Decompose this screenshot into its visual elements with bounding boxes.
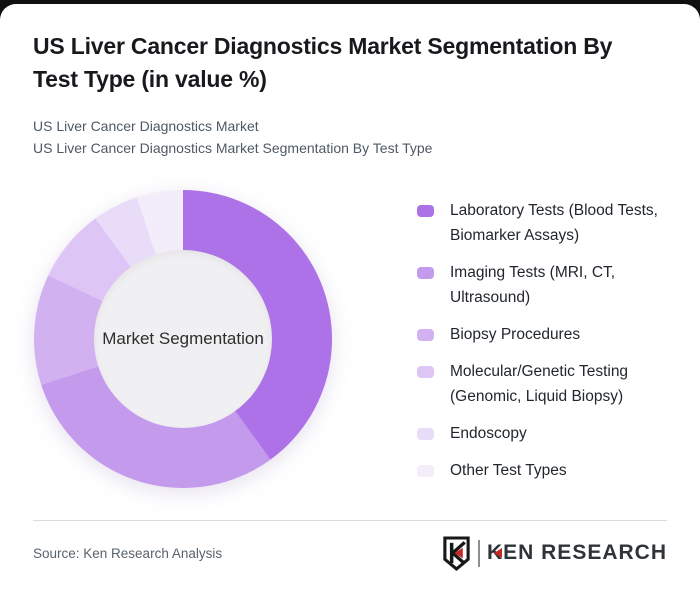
subtitle-line-2: US Liver Cancer Diagnostics Market Segme… bbox=[33, 140, 433, 156]
donut-center-label: Market Segmentation bbox=[102, 329, 264, 348]
footer: Source: Ken Research Analysis KEN RESEAR… bbox=[33, 533, 667, 573]
legend-swatch bbox=[417, 465, 434, 477]
legend-swatch bbox=[417, 329, 434, 341]
donut-wrap: Market Segmentation bbox=[34, 190, 332, 488]
footer-divider bbox=[33, 520, 667, 521]
legend-item: Other Test Types bbox=[417, 458, 667, 483]
legend-swatch bbox=[417, 267, 434, 279]
ken-shield-icon bbox=[443, 535, 470, 571]
chart-subtitle: US Liver Cancer Diagnostics Market US Li… bbox=[33, 115, 667, 159]
logo-divider bbox=[477, 539, 480, 567]
legend-item: Endoscopy bbox=[417, 421, 667, 446]
legend-label: Biopsy Procedures bbox=[450, 326, 581, 343]
title-line-1: US Liver Cancer Diagnostics Market Segme… bbox=[33, 33, 613, 59]
legend-label: Molecular/Genetic Testing (Genomic, Liqu… bbox=[450, 363, 629, 405]
legend-swatch bbox=[417, 428, 434, 440]
source-text: Source: Ken Research Analysis bbox=[33, 545, 223, 561]
title-line-2: Test Type (in value %) bbox=[33, 66, 267, 92]
legend-label: Laboratory Tests (Blood Tests, Biomarker… bbox=[450, 202, 658, 244]
ken-research-logo: KEN RESEARCH bbox=[441, 535, 667, 572]
legend-item: Laboratory Tests (Blood Tests, Biomarker… bbox=[417, 198, 667, 248]
page-title: US Liver Cancer Diagnostics Market Segme… bbox=[33, 30, 667, 96]
logo-text: KEN RESEARCH bbox=[486, 541, 667, 564]
legend-item: Imaging Tests (MRI, CT, Ultrasound) bbox=[417, 260, 667, 310]
donut-hole: Market Segmentation bbox=[94, 250, 272, 428]
legend-swatch bbox=[417, 205, 434, 217]
legend-item: Molecular/Genetic Testing (Genomic, Liqu… bbox=[417, 359, 667, 409]
legend-item: Biopsy Procedures bbox=[417, 322, 667, 347]
legend-label: Endoscopy bbox=[450, 425, 527, 442]
legend: Laboratory Tests (Blood Tests, Biomarker… bbox=[417, 198, 667, 483]
chart-area: Market Segmentation Laboratory Tests (Bl… bbox=[33, 190, 667, 488]
legend-swatch bbox=[417, 366, 434, 378]
subtitle-line-1: US Liver Cancer Diagnostics Market bbox=[33, 118, 259, 134]
legend-label: Imaging Tests (MRI, CT, Ultrasound) bbox=[450, 264, 616, 306]
chart-card: US Liver Cancer Diagnostics Market Segme… bbox=[0, 4, 700, 605]
legend-label: Other Test Types bbox=[450, 462, 567, 479]
